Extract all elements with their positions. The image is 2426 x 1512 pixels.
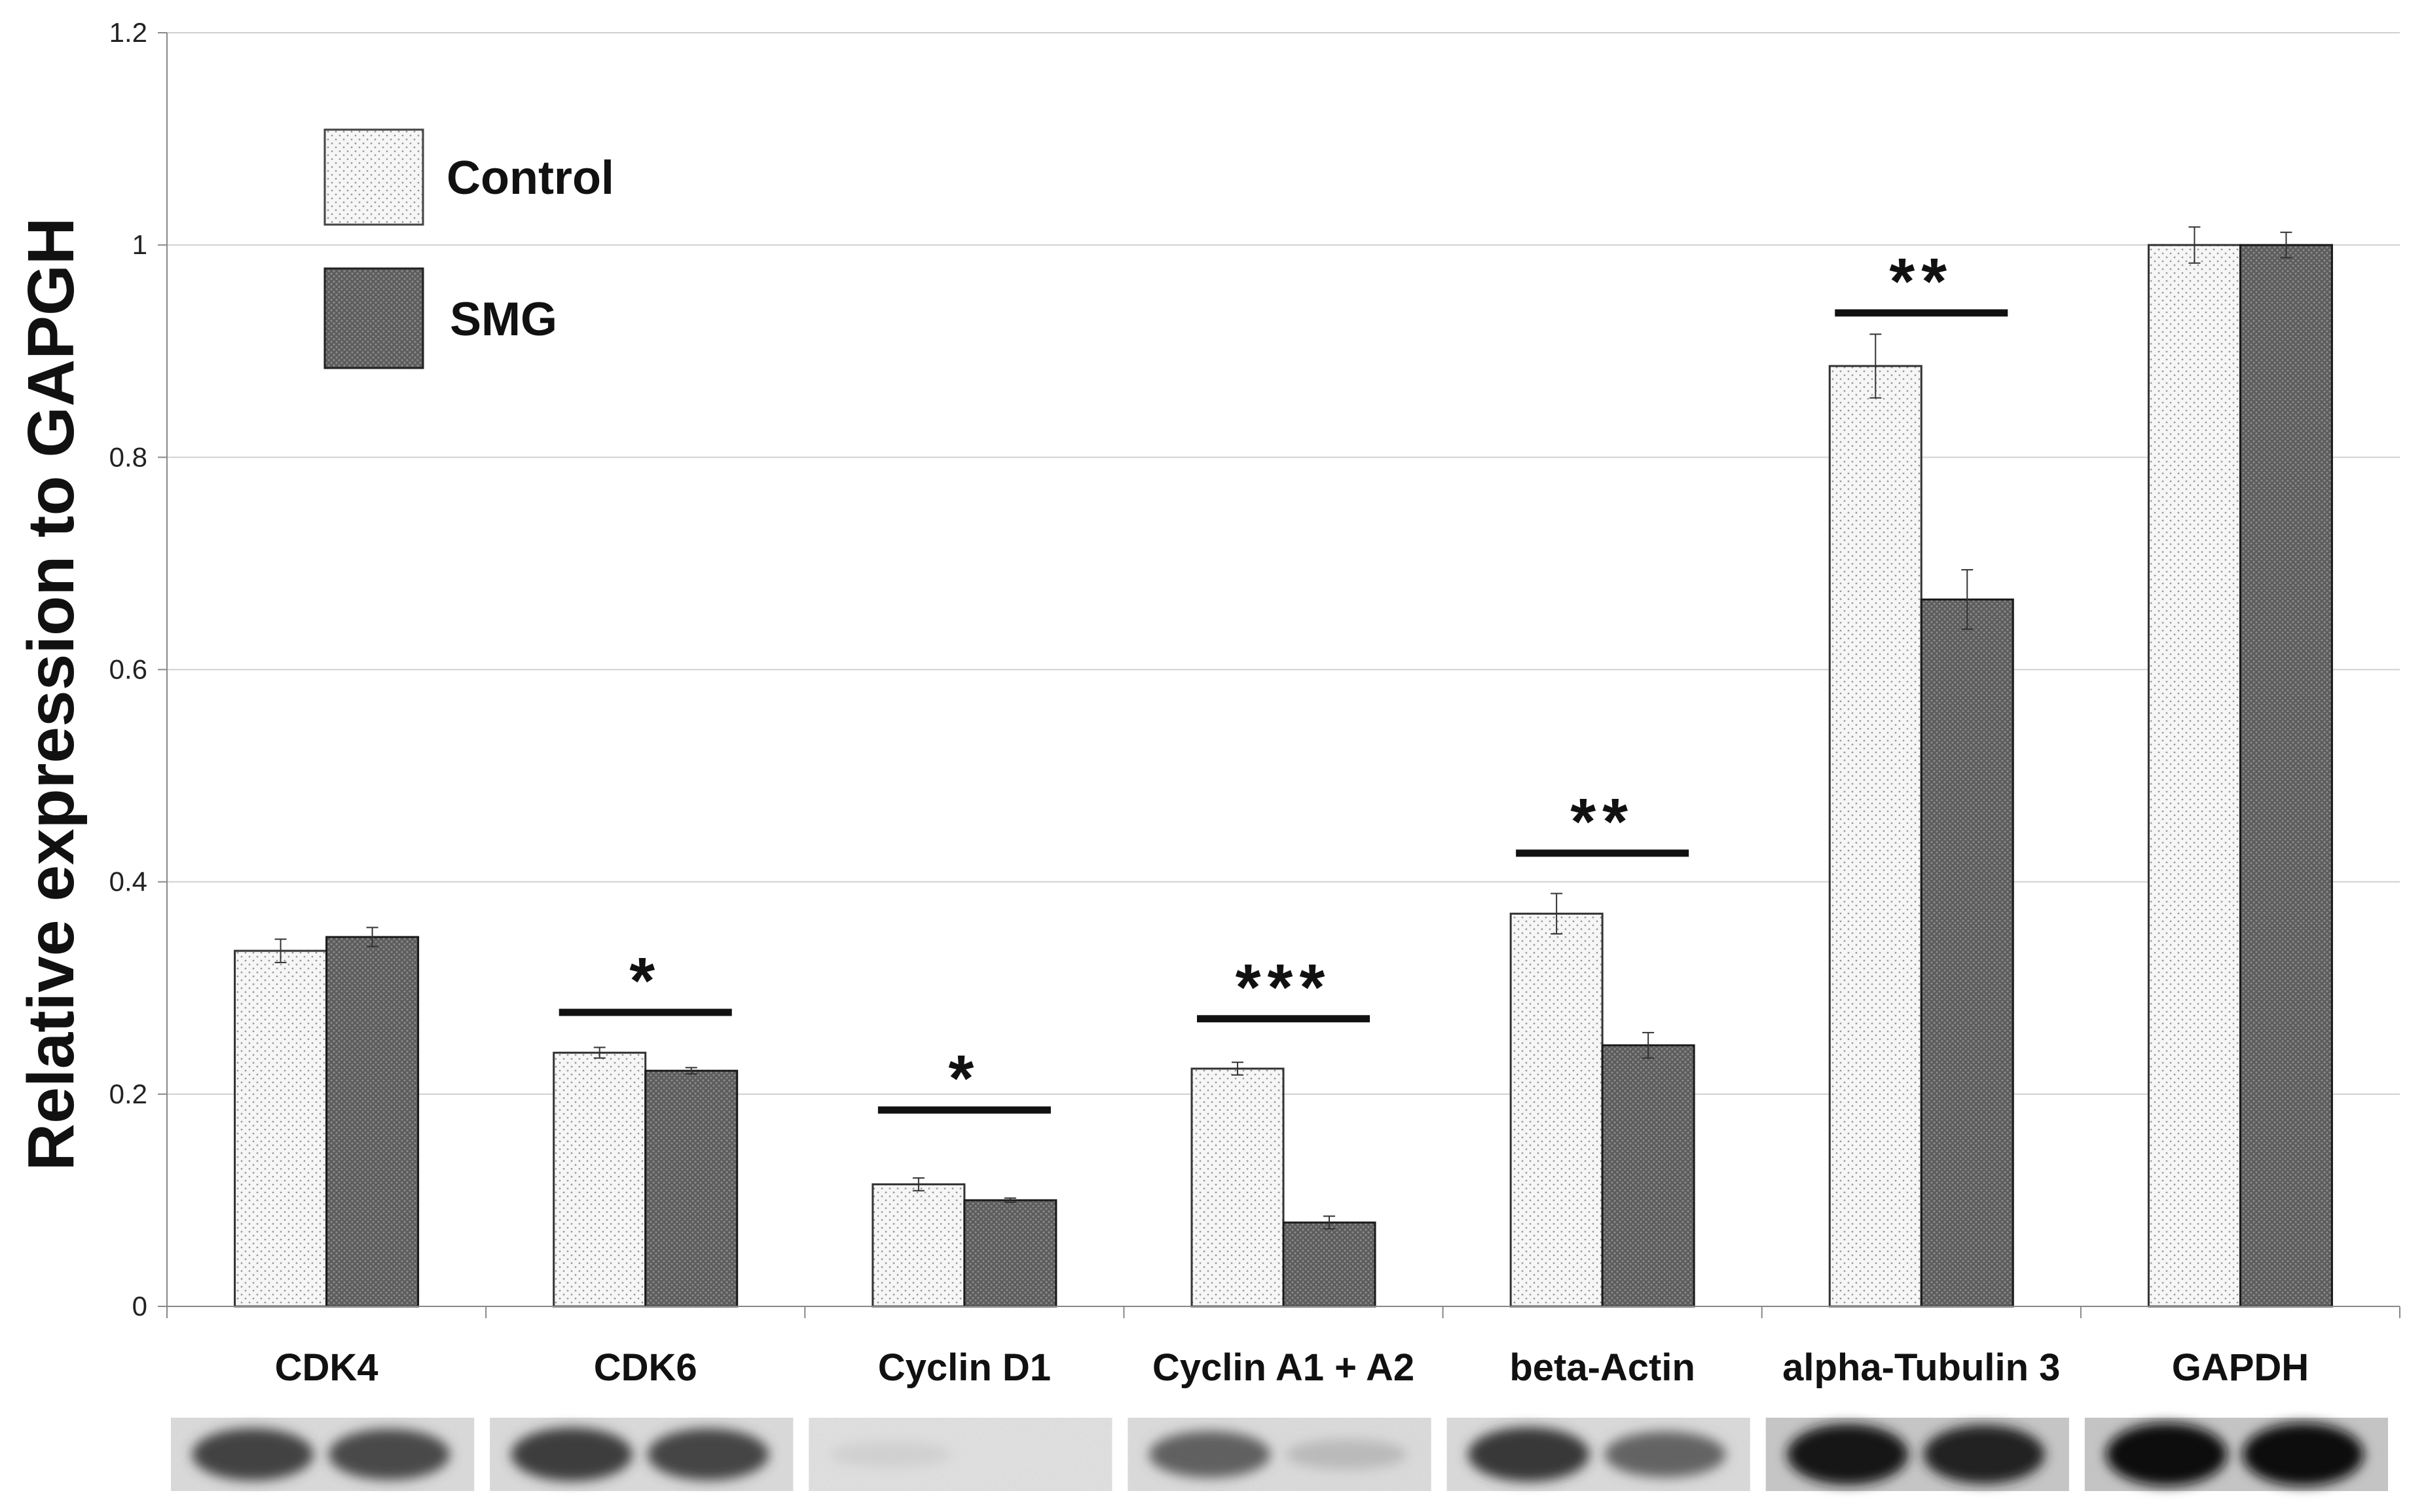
legend-label-smg: SMG [450, 293, 557, 346]
bar-smg-cyclin-a1-a2 [1282, 1221, 1376, 1308]
error-bar-control-cyclin-a1-a2 [1232, 1061, 1243, 1076]
x-tick-label-alpha-tubulin-3: alpha-Tubulin 3 [1782, 1346, 2060, 1389]
blot-band-smg [966, 1443, 1088, 1466]
significance-cyclin-a1-a2: *** [1197, 951, 1370, 1024]
error-bar-control-cyclin-d1 [912, 1177, 925, 1192]
significance-beta-actin: ** [1516, 785, 1689, 858]
significance-stars: * [629, 944, 661, 1018]
error-bar-control-beta-actin [1551, 893, 1563, 935]
blot-band-smg [328, 1428, 450, 1481]
blot-band-control [1467, 1427, 1590, 1482]
x-tick-label-beta-actin: beta-Actin [1509, 1346, 1695, 1389]
significance-stars: * [948, 1042, 980, 1115]
bar-smg-cdk4 [325, 936, 420, 1308]
legend-swatch-smg [323, 267, 424, 369]
legend-label-control: Control [447, 152, 614, 204]
bar-control-beta-actin [1509, 912, 1604, 1308]
blot-panel-cdk6 [490, 1418, 794, 1491]
bar-smg-gapdh [2239, 244, 2333, 1308]
y-tick-label: 0 [132, 1291, 147, 1321]
error-bar-smg-alpha-tubulin-3 [1961, 569, 1974, 630]
bar-control-alpha-tubulin-3 [1828, 365, 1922, 1308]
significance-cdk6: * [559, 944, 732, 1018]
legend-swatch-control [323, 128, 424, 226]
x-tick-label-gapdh: GAPDH [2172, 1346, 2309, 1389]
blot-panel-cyclin-a1-a2 [1128, 1418, 1431, 1491]
y-tick-label: 0.6 [109, 654, 147, 685]
error-bar-smg-beta-actin [1642, 1031, 1655, 1059]
error-bar-control-cdk4 [274, 938, 287, 963]
error-bar-smg-cyclin-d1 [1004, 1197, 1016, 1204]
y-tick-label: 1.2 [109, 17, 147, 48]
blot-band-control [511, 1428, 633, 1481]
blot-panel-beta-actin [1446, 1418, 1750, 1491]
bar-control-cdk4 [234, 950, 328, 1308]
error-bar-smg-cyclin-a1-a2 [1323, 1215, 1335, 1230]
blot-band-smg [1923, 1425, 2045, 1484]
error-bar-control-cdk6 [593, 1046, 606, 1059]
blot-band-control [1149, 1431, 1271, 1478]
error-bar-smg-cdk6 [685, 1067, 697, 1075]
bar-control-cdk6 [553, 1052, 647, 1308]
blot-band-smg [1285, 1439, 1407, 1470]
error-bar-control-alpha-tubulin-3 [1869, 333, 1882, 399]
significance-stars: ** [1570, 785, 1634, 858]
x-axis: CDK4 CDK6 Cyclin D1 Cyclin A1 + A2 beta-Acti… [166, 1306, 2400, 1389]
x-tick-label-cyclin-d1: Cyclin D1 [878, 1346, 1051, 1389]
blot-band-smg [1604, 1431, 1726, 1478]
error-bar-smg-gapdh [2280, 231, 2292, 259]
significance-markers: ********* [559, 245, 2008, 1115]
blot-panel-gapdh [2084, 1418, 2388, 1491]
y-tick-label: 0.4 [109, 866, 147, 897]
y-axis-label: Relative expression to GAPGH [14, 217, 88, 1171]
significance-cyclin-d1: * [877, 1042, 1051, 1115]
significance-alpha-tubulin-3: ** [1835, 245, 2008, 318]
y-axis: 0 0.2 0.4 0.6 0.8 1 1.2 [109, 17, 168, 1321]
blot-band-smg [2242, 1423, 2364, 1486]
blot-band-control [192, 1428, 314, 1481]
x-tick-label-cyclin-a1-a2: Cyclin A1 + A2 [1152, 1346, 1414, 1389]
blot-band-control [2106, 1423, 2228, 1486]
error-bars [274, 226, 2292, 1230]
bar-smg-alpha-tubulin-3 [1920, 599, 2014, 1308]
legend: Control SMG [323, 128, 614, 369]
bars [234, 244, 2333, 1308]
y-tick-label: 0.8 [109, 441, 147, 472]
y-tick-label: 0.2 [109, 1079, 147, 1109]
blot-panel-cdk4 [171, 1418, 475, 1491]
bar-control-cyclin-d1 [872, 1183, 966, 1308]
x-tick-label-cdk4: CDK4 [275, 1346, 378, 1389]
western-blot-strip [171, 1418, 2388, 1491]
bar-control-cyclin-a1-a2 [1190, 1067, 1285, 1308]
blot-band-control [830, 1441, 951, 1467]
blot-band-control [1787, 1424, 1909, 1485]
bar-smg-cdk6 [644, 1069, 739, 1308]
error-bar-smg-cdk4 [366, 927, 378, 948]
bar-smg-cyclin-d1 [963, 1199, 1057, 1308]
error-bar-control-gapdh [2188, 226, 2201, 264]
blot-panel-cyclin-d1 [809, 1418, 1112, 1491]
significance-stars: ** [1889, 245, 1953, 318]
bar-smg-beta-actin [1601, 1044, 1695, 1308]
blot-panel-alpha-tubulin-3 [1765, 1418, 2069, 1491]
bar-control-gapdh [2147, 244, 2241, 1308]
gridlines [167, 32, 2400, 1095]
significance-stars: *** [1236, 951, 1332, 1024]
y-tick-label: 1 [132, 229, 147, 260]
x-tick-label-cdk6: CDK6 [594, 1346, 697, 1389]
blot-band-smg [647, 1428, 769, 1481]
